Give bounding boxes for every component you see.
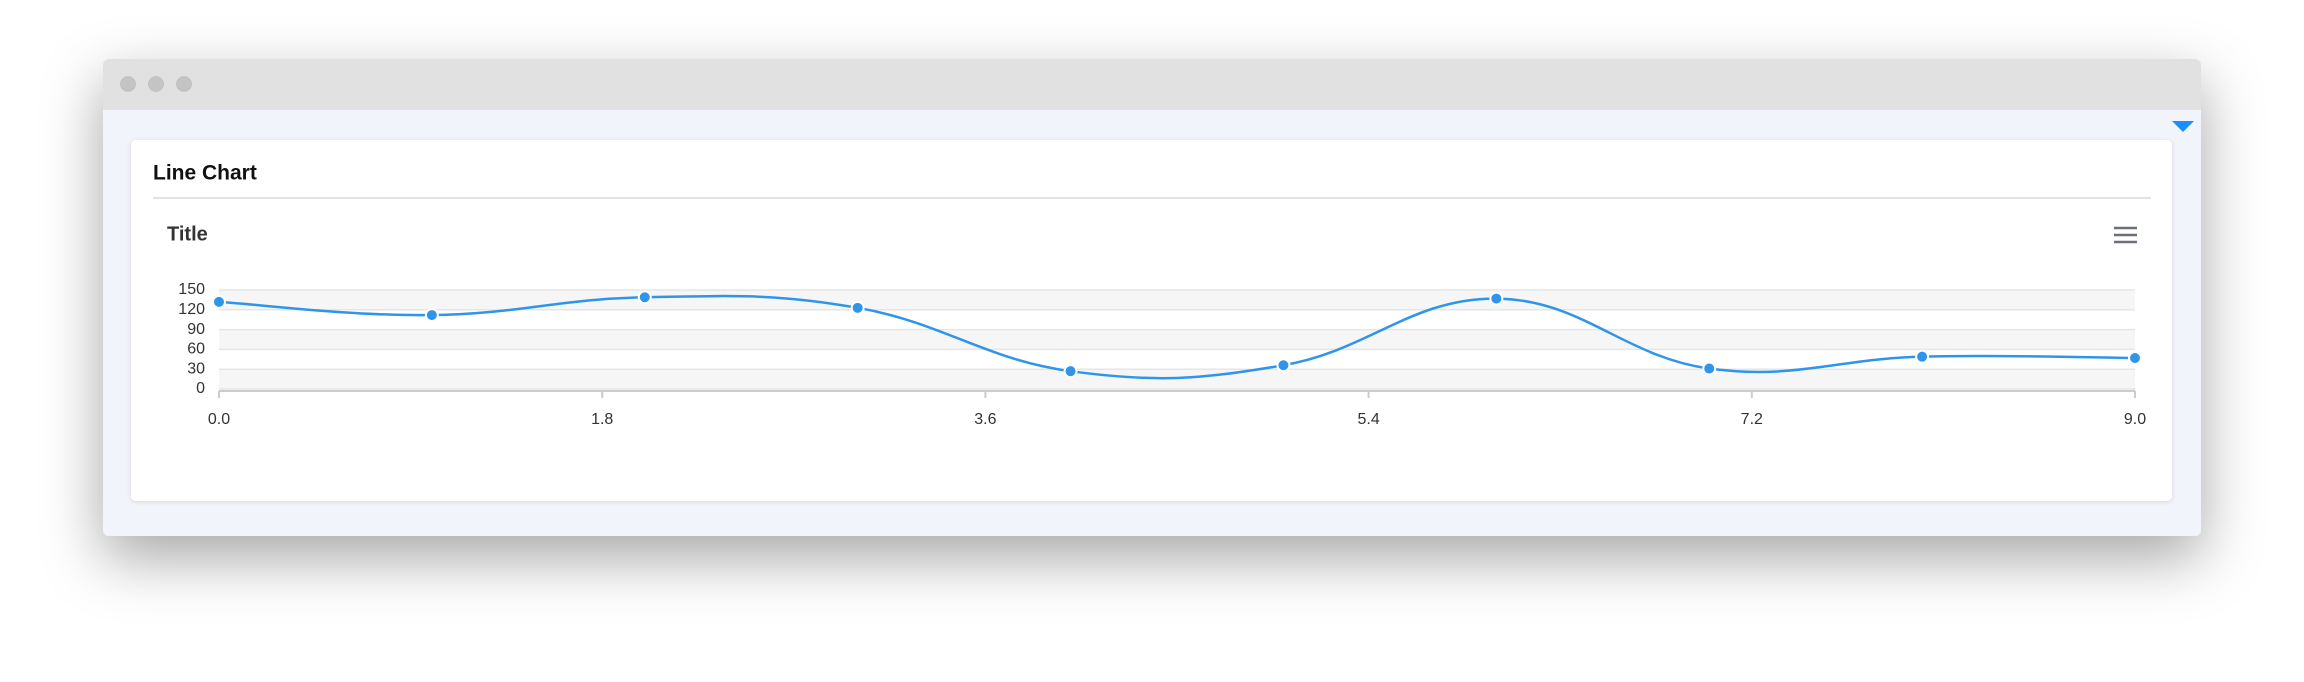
point — [637, 290, 652, 305]
line — [218, 294, 2136, 380]
title-bar — [103, 59, 2201, 110]
x-tick-label: 5.4 — [1357, 411, 1379, 428]
x-tick-label: 0.0 — [208, 411, 230, 428]
window-button[interactable] — [176, 76, 192, 92]
y-tick-label: 150 — [178, 281, 205, 298]
x-tick-label: 3.6 — [974, 411, 996, 428]
chart-title: Title — [167, 223, 208, 245]
point — [212, 294, 226, 309]
point — [850, 300, 865, 315]
y-tick-label: 90 — [187, 321, 205, 338]
window-button[interactable] — [120, 76, 136, 92]
x-tick-label: 9.0 — [2124, 411, 2146, 428]
point — [1489, 291, 1504, 306]
plot: 0 30 60 90 120 150 0.0 1.8 3.6 5.4 7.2 9.0 — [178, 281, 2146, 428]
y-tick-label: 30 — [187, 360, 205, 377]
point — [1915, 349, 1930, 364]
y-tick-label: 60 — [187, 341, 205, 358]
y-tick-label: 0 — [196, 380, 205, 397]
card — [131, 140, 2172, 501]
y-tick-label: 120 — [178, 301, 205, 318]
point — [2128, 350, 2142, 365]
point — [1063, 364, 1078, 379]
x-tick-label: 7.2 — [1741, 411, 1763, 428]
point — [1276, 358, 1291, 373]
menu-icon[interactable] — [2114, 226, 2137, 244]
window-button[interactable] — [148, 76, 164, 92]
grid-band — [219, 290, 2135, 310]
point — [1702, 361, 1717, 376]
x-tick-label: 1.8 — [591, 411, 613, 428]
card-title: Line Chart — [153, 162, 257, 185]
grid-band — [219, 329, 2135, 350]
point — [424, 308, 439, 323]
dropdown-toggle[interactable] — [2172, 121, 2194, 132]
